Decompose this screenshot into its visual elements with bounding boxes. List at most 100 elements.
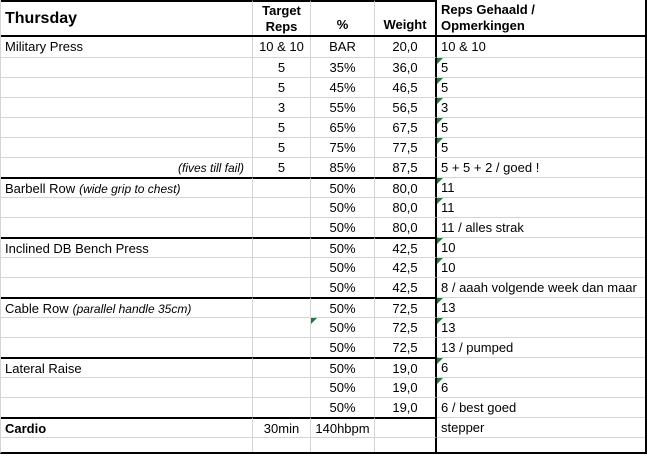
result-cell[interactable]: 11 [437, 197, 645, 217]
percent-cell[interactable]: 50% [311, 317, 375, 337]
result-cell[interactable]: stepper [437, 417, 645, 437]
target-reps-cell[interactable]: 5 [253, 57, 311, 77]
percent-cell[interactable]: 50% [311, 297, 375, 317]
exercise-cell[interactable] [1, 97, 253, 117]
target-reps-cell[interactable]: 5 [253, 117, 311, 137]
percent-cell[interactable]: 50% [311, 197, 375, 217]
weight-cell[interactable]: 87,5 [375, 157, 437, 177]
percent-cell[interactable]: 50% [311, 357, 375, 377]
weight-cell[interactable]: 80,0 [375, 197, 437, 217]
result-cell[interactable]: 13 [437, 317, 645, 337]
result-cell[interactable]: 3 [437, 97, 645, 117]
percent-cell[interactable]: 75% [311, 137, 375, 157]
weight-cell[interactable]: 77,5 [375, 137, 437, 157]
percent-cell[interactable]: 50% [311, 277, 375, 297]
result-cell[interactable]: 8 / aaah volgende week dan maar [437, 277, 645, 297]
target-reps-cell[interactable] [253, 297, 311, 317]
exercise-cell[interactable] [1, 377, 253, 397]
percent-cell[interactable]: 50% [311, 177, 375, 197]
target-reps-cell[interactable] [253, 197, 311, 217]
exercise-cell[interactable]: (fives till fail) [1, 157, 253, 177]
target-reps-cell[interactable]: 5 [253, 137, 311, 157]
target-reps-header-cell[interactable]: Target Reps [253, 0, 311, 35]
percent-cell[interactable]: 50% [311, 397, 375, 417]
target-reps-cell[interactable]: 5 [253, 157, 311, 177]
percent-header-cell[interactable]: % [311, 0, 375, 35]
exercise-cell[interactable]: Inclined DB Bench Press [1, 237, 253, 257]
percent-cell[interactable]: 55% [311, 97, 375, 117]
percent-cell[interactable]: 65% [311, 117, 375, 137]
result-cell[interactable]: 5 [437, 57, 645, 77]
target-reps-cell[interactable] [253, 177, 311, 197]
exercise-cell[interactable]: Barbell Row (wide grip to chest) [1, 177, 253, 197]
weight-cell[interactable]: 42,5 [375, 237, 437, 257]
result-cell[interactable]: 10 & 10 [437, 37, 645, 57]
target-reps-cell[interactable]: 10 & 10 [253, 37, 311, 57]
result-cell[interactable]: 5 [437, 137, 645, 157]
exercise-cell[interactable] [1, 437, 253, 452]
weight-cell[interactable]: 56,5 [375, 97, 437, 117]
result-cell[interactable]: 10 [437, 237, 645, 257]
percent-cell[interactable] [311, 437, 375, 452]
target-reps-cell[interactable] [253, 397, 311, 417]
percent-cell[interactable]: 50% [311, 337, 375, 357]
exercise-cell[interactable]: Cardio [1, 417, 253, 437]
result-cell[interactable]: 13 [437, 297, 645, 317]
weight-cell[interactable]: 46,5 [375, 77, 437, 97]
exercise-cell[interactable] [1, 77, 253, 97]
target-reps-cell[interactable] [253, 217, 311, 237]
result-cell[interactable]: 11 / alles strak [437, 217, 645, 237]
percent-cell[interactable]: 35% [311, 57, 375, 77]
target-reps-cell[interactable] [253, 277, 311, 297]
result-cell[interactable]: 5 [437, 77, 645, 97]
exercise-cell[interactable] [1, 217, 253, 237]
weight-cell[interactable]: 36,0 [375, 57, 437, 77]
exercise-cell[interactable] [1, 257, 253, 277]
weight-cell[interactable]: 19,0 [375, 357, 437, 377]
weight-cell[interactable]: 20,0 [375, 37, 437, 57]
result-cell[interactable]: 13 / pumped [437, 337, 645, 357]
exercise-cell[interactable] [1, 277, 253, 297]
weight-cell[interactable]: 72,5 [375, 317, 437, 337]
target-reps-cell[interactable] [253, 237, 311, 257]
exercise-cell[interactable] [1, 137, 253, 157]
percent-cell[interactable]: 50% [311, 217, 375, 237]
percent-cell[interactable]: 85% [311, 157, 375, 177]
target-reps-cell[interactable]: 5 [253, 77, 311, 97]
exercise-cell[interactable] [1, 317, 253, 337]
weight-cell[interactable]: 19,0 [375, 377, 437, 397]
day-header-cell[interactable]: Thursday [1, 0, 253, 35]
exercise-cell[interactable]: Lateral Raise [1, 357, 253, 377]
percent-cell[interactable]: 45% [311, 77, 375, 97]
weight-cell[interactable]: 72,5 [375, 297, 437, 317]
weight-cell[interactable]: 67,5 [375, 117, 437, 137]
target-reps-cell[interactable] [253, 437, 311, 452]
target-reps-cell[interactable] [253, 337, 311, 357]
percent-cell[interactable]: 50% [311, 257, 375, 277]
weight-cell[interactable]: 42,5 [375, 277, 437, 297]
weight-cell[interactable]: 72,5 [375, 337, 437, 357]
percent-cell[interactable]: 50% [311, 377, 375, 397]
target-reps-cell[interactable] [253, 257, 311, 277]
weight-cell[interactable]: 42,5 [375, 257, 437, 277]
exercise-cell[interactable] [1, 397, 253, 417]
target-reps-cell[interactable]: 30min [253, 417, 311, 437]
result-cell[interactable]: 5 + 5 + 2 / goed ! [437, 157, 645, 177]
percent-cell[interactable]: 50% [311, 237, 375, 257]
result-cell[interactable]: 6 [437, 377, 645, 397]
weight-cell[interactable]: 80,0 [375, 177, 437, 197]
exercise-cell[interactable]: Military Press [1, 37, 253, 57]
result-cell[interactable]: 11 [437, 177, 645, 197]
weight-cell[interactable]: 80,0 [375, 217, 437, 237]
result-cell[interactable]: 6 [437, 357, 645, 377]
exercise-cell[interactable] [1, 57, 253, 77]
percent-cell[interactable]: BAR [311, 37, 375, 57]
percent-cell[interactable]: 140hbpm [311, 417, 375, 437]
result-cell[interactable]: 5 [437, 117, 645, 137]
exercise-cell[interactable] [1, 337, 253, 357]
target-reps-cell[interactable]: 3 [253, 97, 311, 117]
result-cell[interactable]: 10 [437, 257, 645, 277]
weight-cell[interactable] [375, 437, 437, 452]
target-reps-cell[interactable] [253, 357, 311, 377]
result-cell[interactable] [437, 437, 645, 452]
